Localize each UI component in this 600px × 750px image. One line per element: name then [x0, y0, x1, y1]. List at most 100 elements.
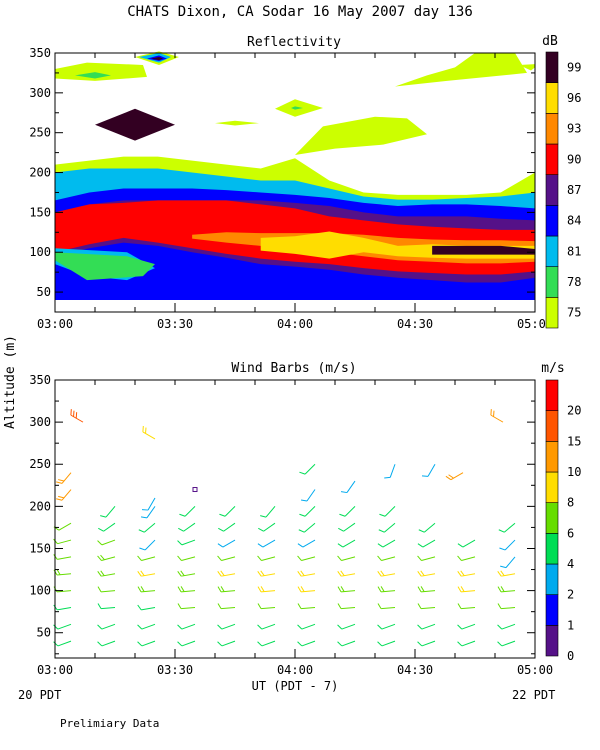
wind-barb-feather [448, 474, 454, 479]
wind-barb-shaft [461, 623, 476, 630]
wind-barb-shaft [421, 556, 436, 562]
colorbar-swatch [545, 594, 559, 626]
reflectivity-patch [55, 62, 147, 81]
wind-barb-shaft [303, 522, 316, 533]
wind-barbs-frame [54, 379, 536, 659]
wind-barb-feather [177, 555, 182, 561]
wind-barb [97, 586, 116, 593]
wind-barb [417, 586, 436, 593]
wind-barb-shaft [101, 606, 116, 610]
x-tick-label: 03:30 [157, 317, 193, 331]
wind-barb-feather [337, 641, 343, 647]
wind-colorbar-label: m/s [541, 361, 564, 376]
wind-barb [338, 522, 356, 532]
wind-barb [177, 570, 196, 577]
wind-barb [299, 506, 316, 517]
wind-barb [100, 506, 116, 518]
wind-barb-feather [257, 603, 262, 609]
wind-barb-feather [217, 586, 222, 593]
wind-barb-feather [260, 515, 267, 518]
wind-barb-feather [299, 471, 306, 475]
wind-barb [457, 570, 476, 577]
wind-barb-feather [257, 543, 264, 548]
wind-barb-shaft [389, 464, 396, 478]
wind-barb [457, 539, 476, 548]
wind-barb-shaft [301, 573, 316, 577]
wind-barb [377, 603, 396, 610]
wind-barb-shaft [221, 640, 236, 647]
colorbar-swatch [545, 533, 559, 565]
wind-barb [497, 603, 516, 610]
wind-barbs-plot [53, 409, 516, 647]
wind-barb-shaft [181, 623, 196, 630]
wind-barb-shaft [421, 623, 436, 630]
wind-barb [297, 640, 316, 647]
colorbar-tick-label: 0 [567, 649, 574, 663]
wind-barb-shaft [304, 506, 316, 517]
wind-barb [417, 640, 436, 647]
wind-barb-shaft [261, 556, 276, 562]
wind-barb-feather [457, 571, 462, 577]
wind-barb-feather [297, 624, 303, 630]
figure-title: CHATS Dixon, CA Sodar 16 May 2007 day 13… [127, 4, 473, 20]
wind-barb [377, 586, 396, 593]
wind-barb [219, 506, 236, 517]
wind-barb-shaft [57, 573, 72, 576]
colorbar-tick-label: 4 [567, 557, 574, 571]
wind-barb-shaft [141, 606, 156, 611]
wind-barb [257, 570, 276, 577]
wind-barb-feather [445, 475, 452, 481]
wind-barb-feather [220, 586, 225, 592]
wind-barb [177, 603, 196, 610]
wind-barb-feather [53, 569, 58, 576]
wind-barb-feather [180, 586, 185, 592]
wind-barb [340, 480, 356, 494]
wind-barb-feather [137, 624, 143, 630]
wind-barb-shaft [383, 522, 396, 533]
wind-barb [377, 539, 396, 548]
wind-barb-shaft [141, 640, 156, 647]
wind-barb-shaft [421, 573, 436, 577]
wind-barb-shaft [146, 506, 156, 519]
x-tick-label: 05:00 [517, 317, 553, 331]
wind-barb-feather [137, 555, 142, 561]
wind-barb [257, 640, 276, 647]
wind-barb-shaft [61, 472, 72, 484]
wind-barb-shaft [421, 606, 436, 610]
wind-barb-feather [297, 543, 304, 548]
wind-barb-feather [300, 499, 308, 502]
wind-barb-shaft [141, 623, 156, 630]
wind-barb-shaft [221, 623, 236, 630]
wind-barb-feather [417, 571, 422, 577]
wind-barb-feather [100, 515, 107, 518]
wind-barb [137, 570, 156, 577]
wind-barb-shaft [262, 539, 276, 548]
wind-barb [299, 463, 316, 475]
colorbar-tick-label: 93 [567, 122, 581, 136]
wind-barb-shaft [304, 463, 316, 475]
wind-y-tick-label: 200 [29, 499, 51, 513]
wind-barb [457, 623, 476, 630]
wind-barb-shaft [184, 506, 196, 517]
wind-barb-shaft [423, 522, 436, 533]
wind-barb-feather [97, 641, 103, 647]
wind-barb-shaft [462, 539, 476, 548]
wind-barb-shaft [341, 623, 356, 630]
colorbar-swatch [545, 502, 559, 534]
wind-barb [177, 555, 196, 562]
wind-barb-feather [500, 586, 505, 592]
colorbar-tick-label: 2 [567, 588, 574, 602]
colorbar-swatch [545, 235, 559, 267]
reflectivity-heatmap [55, 51, 535, 301]
colorbar-swatch [545, 113, 559, 145]
wind-barb [53, 522, 72, 531]
wind-barb [337, 603, 356, 610]
wind-barb-shaft [223, 522, 236, 532]
wind-barb-shaft [221, 556, 236, 562]
colorbar-tick-label: 6 [567, 526, 574, 540]
wind-barb [457, 586, 476, 593]
wind-barb-shaft [181, 606, 196, 610]
wind-barb-shaft [143, 522, 156, 533]
wind-barb-feather [377, 555, 382, 561]
